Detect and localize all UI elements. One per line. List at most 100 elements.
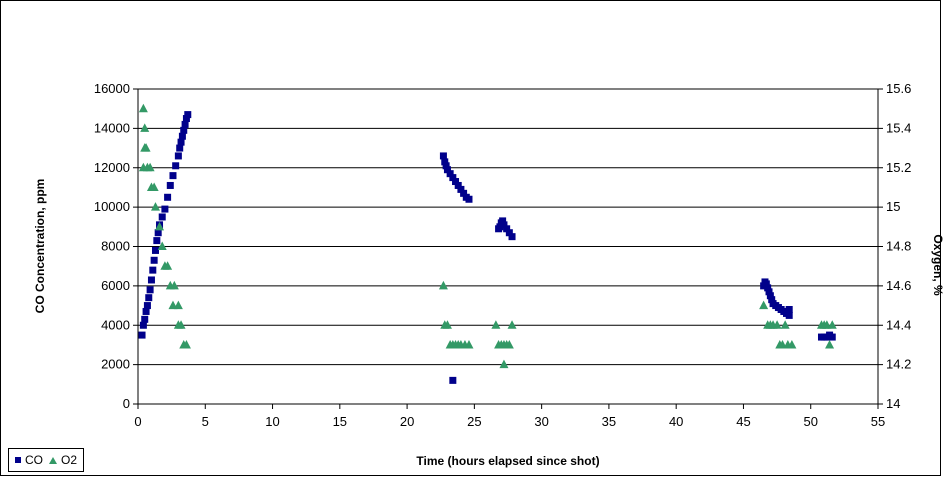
x-tick-label: 50 xyxy=(803,414,817,429)
o2-point xyxy=(145,162,155,172)
x-tick-label: 35 xyxy=(602,414,616,429)
co-point xyxy=(785,306,793,313)
y-tick-label: 12000 xyxy=(94,160,130,175)
co-point xyxy=(143,302,151,310)
co-point xyxy=(442,162,450,170)
x-tick-label: 10 xyxy=(265,414,279,429)
co-point xyxy=(184,111,192,119)
o2-point xyxy=(499,359,509,369)
y-tick-label: 6000 xyxy=(101,278,130,293)
x-tick-label: 55 xyxy=(871,414,885,429)
axes xyxy=(133,88,883,409)
co-point xyxy=(158,213,166,221)
y-tick-label: 2000 xyxy=(101,357,130,372)
gridlines xyxy=(138,88,878,366)
co-point xyxy=(138,331,146,339)
co-point xyxy=(441,158,449,166)
co-point xyxy=(452,178,460,186)
y2-tick-label: 15.6 xyxy=(886,81,911,96)
tick-labels: 0 2000 4000 6000 8000 10000 12000 14000 16000 14 1… xyxy=(94,81,911,429)
co-point xyxy=(166,181,174,189)
co-point xyxy=(146,286,154,294)
y-tick-label: 0 xyxy=(123,396,130,411)
co-point xyxy=(142,307,150,315)
y2-tick-label: 15.2 xyxy=(886,160,911,175)
co-point xyxy=(172,162,180,170)
co-point xyxy=(446,170,454,178)
co-point xyxy=(151,246,159,254)
co-point xyxy=(174,152,182,160)
y2-axis-title: Oxygen, % xyxy=(931,234,943,296)
x-tick-label: 30 xyxy=(534,414,548,429)
o2-point xyxy=(825,339,835,349)
co-point xyxy=(177,138,185,146)
o2-point xyxy=(173,300,183,310)
co-point xyxy=(449,376,457,384)
co-point xyxy=(176,144,184,152)
o2-point xyxy=(150,202,160,211)
x-tick-label: 5 xyxy=(202,414,209,429)
co-point xyxy=(181,120,189,128)
co-point xyxy=(153,237,161,245)
x-tick-label: 20 xyxy=(400,414,414,429)
co-point xyxy=(499,217,507,225)
co-point xyxy=(154,229,162,237)
series-co xyxy=(138,111,836,384)
triangle-marker-icon xyxy=(49,456,57,464)
y-tick-label: 10000 xyxy=(94,199,130,214)
legend-label-co: CO xyxy=(25,453,43,467)
legend: CO O2 xyxy=(8,448,85,472)
co-point xyxy=(145,294,153,302)
o2-point xyxy=(181,339,191,349)
co-point xyxy=(443,166,451,174)
legend-item-co: CO xyxy=(15,453,43,467)
co-point xyxy=(147,276,155,284)
co-point xyxy=(460,189,468,197)
legend-label-o2: O2 xyxy=(61,453,78,467)
o2-point xyxy=(163,261,173,270)
co-point xyxy=(454,181,462,189)
x-tick-label: 15 xyxy=(333,414,347,429)
o2-point xyxy=(504,339,514,349)
x-axis-title: Time (hours elapsed since shot) xyxy=(416,454,599,468)
y-tick-label: 14000 xyxy=(94,120,130,135)
o2-point xyxy=(442,320,452,329)
o2-point xyxy=(438,280,448,290)
co-point xyxy=(149,266,157,274)
o2-point xyxy=(780,320,790,329)
x-tick-label: 0 xyxy=(134,414,141,429)
square-marker-icon xyxy=(15,457,21,463)
o2-point xyxy=(141,143,151,152)
co-point xyxy=(180,126,188,134)
co-point xyxy=(496,223,504,231)
y2-tick-label: 15.4 xyxy=(886,120,911,135)
co-point xyxy=(762,280,770,288)
y2-tick-label: 15 xyxy=(886,199,900,214)
o2-point xyxy=(176,320,186,329)
y-tick-label: 8000 xyxy=(101,239,130,254)
co-point xyxy=(766,292,774,300)
co-point xyxy=(500,221,508,229)
co-point xyxy=(150,256,158,264)
y2-tick-label: 14 xyxy=(886,396,900,411)
co-point xyxy=(161,205,169,213)
co-point xyxy=(508,233,516,241)
y-tick-label: 16000 xyxy=(94,81,130,96)
y-tick-label: 4000 xyxy=(101,317,130,332)
o2-point xyxy=(138,103,148,113)
o2-point xyxy=(772,320,782,329)
y-axis-title: CO Concentration, ppm xyxy=(33,179,47,314)
o2-point xyxy=(140,123,150,132)
co-point xyxy=(465,195,473,203)
y2-tick-label: 14.6 xyxy=(886,278,911,293)
y2-tick-label: 14.8 xyxy=(886,239,911,254)
co-point xyxy=(139,321,147,329)
x-tick-label: 40 xyxy=(669,414,683,429)
x-tick-label: 25 xyxy=(467,414,481,429)
co-point xyxy=(503,225,511,233)
o2-point xyxy=(787,339,797,349)
co-point xyxy=(182,115,190,123)
co-point xyxy=(164,193,172,201)
legend-item-o2: O2 xyxy=(49,453,77,467)
